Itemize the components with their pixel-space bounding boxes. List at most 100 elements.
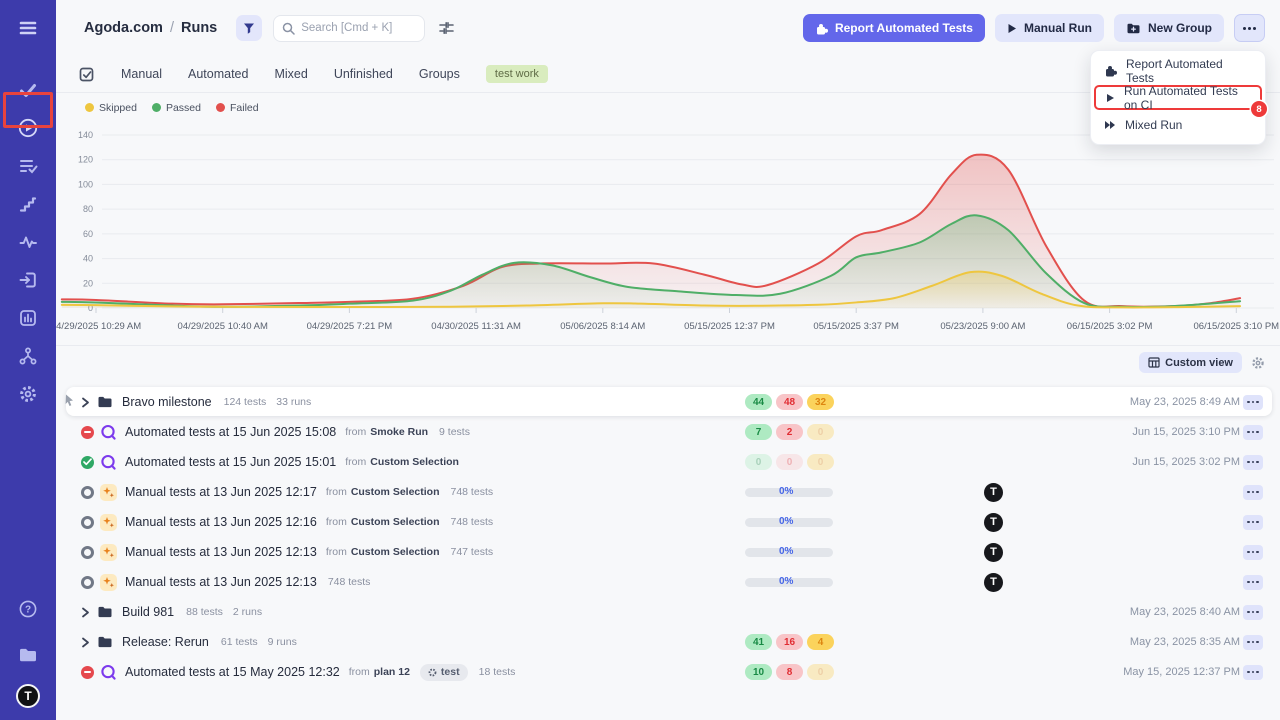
table-row[interactable]: Manual tests at 13 Jun 2025 12:17 from C… [56, 477, 1280, 507]
row-date: Jun 15, 2025 3:10 PM [1132, 426, 1240, 438]
sidebar-item-reports[interactable] [0, 299, 56, 337]
from-label: from [345, 426, 367, 438]
report-automated-tests-button[interactable]: Report Automated Tests [802, 14, 985, 42]
projects-folder-icon[interactable] [0, 636, 56, 674]
legend-label: Skipped [99, 101, 137, 114]
row-tag-chip[interactable]: test [419, 663, 468, 681]
table-row[interactable]: Release: Rerun 61 tests 9 runs from 4116… [56, 627, 1280, 657]
progress-label: 0% [779, 545, 794, 557]
row-title[interactable]: Manual tests at 13 Jun 2025 12:17 [125, 485, 317, 499]
table-row[interactable]: Automated tests at 15 Jun 2025 15:08 fro… [56, 417, 1280, 447]
row-title[interactable]: Automated tests at 15 May 2025 12:32 [125, 665, 340, 679]
badge-green: 44 [745, 394, 772, 410]
assignee-avatar[interactable]: T [984, 512, 1003, 532]
tab-mixed[interactable]: Mixed [274, 67, 308, 81]
new-group-button[interactable]: New Group [1113, 14, 1224, 42]
row-menu-button[interactable] [1243, 394, 1263, 410]
assignee-avatar[interactable]: T [984, 482, 1003, 502]
menu-item-run-on-ci[interactable]: Run Automated Tests on CI 8 [1094, 84, 1267, 117]
assignee-avatar[interactable]: T [984, 542, 1003, 562]
tab-automated[interactable]: Automated [188, 67, 249, 81]
from-source[interactable]: Smoke Run [370, 426, 429, 438]
badge-yellow: 0 [807, 454, 834, 470]
row-title[interactable]: Automated tests at 15 Jun 2025 15:08 [125, 425, 337, 439]
custom-view-button[interactable]: Custom view [1139, 352, 1242, 373]
legend-item[interactable]: Failed [215, 102, 259, 114]
table-row[interactable]: Bravo milestone 124 tests 33 runs from 4… [56, 387, 1280, 417]
menu-item-mixed-run[interactable]: Mixed Run [1091, 112, 1265, 137]
row-title[interactable]: Bravo milestone [122, 395, 212, 409]
assignee-avatar[interactable]: T [984, 572, 1003, 592]
row-menu-button[interactable] [1243, 634, 1263, 650]
row-menu-button[interactable] [1243, 454, 1263, 470]
table-row[interactable]: Build 981 88 tests 2 runs from May 23, 2… [56, 597, 1280, 627]
menu-item-report-automated[interactable]: Report Automated Tests [1091, 57, 1265, 85]
search-box[interactable] [273, 14, 426, 42]
manual-run-button[interactable]: Manual Run [994, 14, 1104, 42]
legend-item[interactable]: Passed [151, 102, 201, 114]
chevron-right-icon[interactable] [81, 607, 90, 618]
annotation-badge: 8 [1251, 101, 1267, 117]
puzzle-icon [1104, 64, 1117, 77]
runs-table: Bravo milestone 124 tests 33 runs from 4… [56, 379, 1280, 687]
sidebar-item-settings[interactable] [0, 375, 56, 413]
search-input[interactable] [301, 22, 412, 34]
row-menu-button[interactable] [1243, 544, 1263, 560]
sidebar-item-plans[interactable] [0, 147, 56, 185]
table-row[interactable]: Automated tests at 15 May 2025 12:32 fro… [56, 657, 1280, 687]
breadcrumb-project[interactable]: Agoda.com [84, 20, 163, 36]
from-source[interactable]: Custom Selection [370, 456, 459, 468]
automated-run-icon [100, 454, 117, 471]
tab-manual[interactable]: Manual [121, 67, 162, 81]
more-actions-button[interactable] [1234, 14, 1265, 42]
table-row[interactable]: Manual tests at 13 Jun 2025 12:16 from C… [56, 507, 1280, 537]
adjustments-icon[interactable] [438, 20, 455, 36]
tab-unfinished[interactable]: Unfinished [333, 67, 393, 81]
table-row[interactable]: Manual tests at 13 Jun 2025 12:13 from 7… [56, 567, 1280, 597]
table-row[interactable]: Automated tests at 15 Jun 2025 15:01 fro… [56, 447, 1280, 477]
row-menu-button[interactable] [1243, 664, 1263, 680]
from-source[interactable]: plan 12 [373, 666, 410, 678]
sidebar-item-pulse[interactable] [0, 223, 56, 261]
row-menu-button[interactable] [1243, 484, 1263, 500]
row-title[interactable]: Manual tests at 13 Jun 2025 12:13 [125, 545, 317, 559]
row-title[interactable]: Manual tests at 13 Jun 2025 12:13 [125, 575, 317, 589]
sidebar-item-runs[interactable] [0, 109, 56, 147]
row-title[interactable]: Automated tests at 15 Jun 2025 15:01 [125, 455, 337, 469]
legend-item[interactable]: Skipped [85, 102, 137, 114]
filter-button[interactable] [236, 15, 263, 41]
app-logo[interactable]: T [16, 684, 40, 708]
table-row[interactable]: Manual tests at 13 Jun 2025 12:13 from C… [56, 537, 1280, 567]
row-title[interactable]: Build 981 [122, 605, 175, 619]
from-source[interactable]: Custom Selection [350, 546, 440, 558]
select-runs-icon[interactable] [78, 66, 95, 83]
row-menu-button[interactable] [1243, 424, 1263, 440]
menu-icon[interactable] [0, 9, 56, 47]
help-icon[interactable]: ? [0, 590, 56, 628]
badge-green: 0 [745, 454, 772, 470]
row-menu-button[interactable] [1243, 604, 1263, 620]
view-settings-gear-icon[interactable] [1251, 356, 1265, 370]
from-source[interactable]: Custom Selection [350, 486, 440, 498]
badge-yellow: 0 [807, 424, 834, 440]
progress-label: 0% [779, 575, 794, 587]
manual-run-icon [100, 513, 117, 531]
row-menu-button[interactable] [1243, 514, 1263, 530]
sidebar-item-import[interactable] [0, 261, 56, 299]
chevron-right-icon[interactable] [81, 397, 90, 408]
from-source[interactable]: Custom Selection [350, 516, 440, 528]
tab-groups[interactable]: Groups [418, 67, 460, 81]
tag-filter-chip[interactable]: test work [485, 65, 548, 83]
chevron-right-icon[interactable] [81, 637, 90, 648]
sidebar-item-tests[interactable] [0, 71, 56, 109]
badge-yellow: 4 [807, 634, 834, 650]
sidebar-item-steps[interactable] [0, 185, 56, 223]
row-title[interactable]: Release: Rerun [122, 635, 209, 649]
row-title[interactable]: Manual tests at 13 Jun 2025 12:16 [125, 515, 317, 529]
tabs: Manual Automated Mixed Unfinished Groups [121, 67, 460, 81]
sidebar-item-branches[interactable] [0, 337, 56, 375]
svg-text:06/15/2025 3:10 PM: 06/15/2025 3:10 PM [1194, 321, 1280, 332]
badge-green: 41 [745, 634, 772, 650]
play-icon [1007, 23, 1017, 34]
row-menu-button[interactable] [1243, 574, 1263, 590]
